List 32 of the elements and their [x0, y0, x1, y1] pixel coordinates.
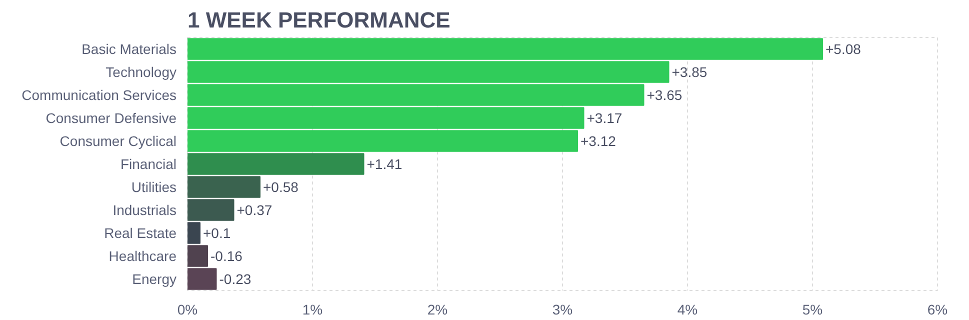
data-label: +3.85	[672, 64, 708, 80]
y-tick-label: Consumer Cyclical	[60, 133, 177, 149]
bar	[188, 153, 364, 175]
x-tick-label: 6%	[927, 302, 948, 318]
chart-title: 1 WEEK PERFORMANCE	[188, 8, 450, 32]
x-tick-label: 4%	[677, 302, 698, 318]
data-label: +3.65	[646, 87, 682, 103]
y-tick-label: Technology	[106, 64, 176, 80]
data-label: +3.17	[586, 110, 622, 126]
y-tick-label: Healthcare	[108, 248, 177, 264]
x-tick-label: 2%	[427, 302, 448, 318]
y-tick-label: Communication Services	[22, 87, 177, 103]
data-label: +3.12	[580, 133, 616, 149]
data-label: -0.16	[210, 248, 243, 264]
bar	[188, 222, 200, 244]
y-tick-label: Financial	[120, 156, 177, 172]
y-tick-label: Industrials	[112, 202, 177, 218]
y-tick-label: Utilities	[131, 179, 177, 195]
x-tick-label: 5%	[802, 302, 823, 318]
data-label: +0.1	[203, 225, 231, 241]
y-tick-label: Real Estate	[104, 225, 177, 241]
x-tick-label: 0%	[177, 302, 198, 318]
data-label: +0.58	[263, 179, 299, 195]
y-tick-label: Energy	[132, 271, 176, 287]
x-tick-label: 3%	[552, 302, 573, 318]
y-tick-label: Consumer Defensive	[46, 110, 177, 126]
y-tick-label: Basic Materials	[82, 41, 177, 57]
x-tick-label: 1%	[302, 302, 323, 318]
data-label: +0.37	[236, 202, 272, 218]
data-label: -0.23	[219, 271, 252, 287]
data-label: +5.08	[826, 41, 862, 57]
data-label: +1.41	[366, 156, 402, 172]
